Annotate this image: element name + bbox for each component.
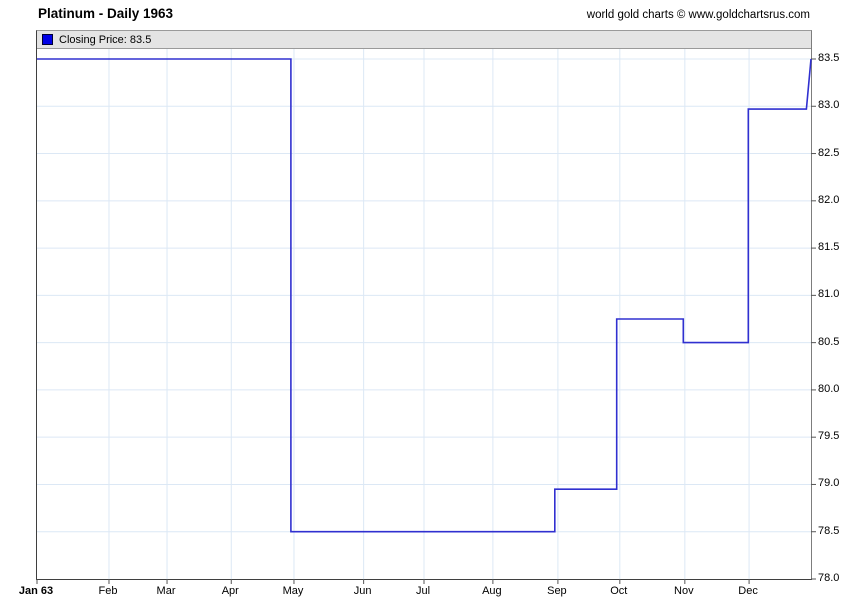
x-axis-tick-label: Nov [674,585,694,597]
x-axis-tick-label: Jan 63 [18,585,54,597]
y-axis-tick-label: 79.0 [818,477,840,490]
legend-label: Closing Price: 83.5 [59,33,152,46]
y-axis-tick-label: 79.5 [818,430,840,443]
price-line-chart [36,31,816,584]
x-axis-tick-label: Feb [98,585,118,597]
y-axis-tick-label: 81.5 [818,241,840,254]
closing-price-line [37,58,812,533]
y-axis-tick-label: 78.5 [818,524,840,537]
x-axis-tick-label: Mar [156,585,176,597]
y-axis-tick-label: 80.0 [818,382,840,395]
y-axis-tick-label: 82.0 [818,193,840,206]
x-axis-tick-label: May [282,585,304,597]
copyright-credit: world gold charts © www.goldchartsrus.co… [586,9,810,21]
x-axis-tick-label: Apr [221,585,239,597]
x-axis-tick-label: Aug [482,585,502,597]
legend: Closing Price: 83.5 [37,31,811,49]
legend-swatch-icon [42,34,53,45]
y-axis-tick-label: 82.5 [818,146,840,159]
y-axis-tick-label: 81.0 [818,288,840,301]
x-axis-tick-label: Jun [353,585,372,597]
y-axis-tick-label: 80.5 [818,335,840,348]
y-axis-tick-label: 78.0 [818,572,840,584]
plot-area: Closing Price: 83.5 [36,30,816,584]
x-axis-tick-label: Oct [610,585,628,597]
x-axis-tick-label: Sep [547,585,567,597]
x-axis-tick-label: Jul [415,585,431,597]
y-axis-tick-label: 83.5 [818,52,840,64]
chart-title: Platinum - Daily 1963 [38,6,174,21]
x-axis-tick-label: Dec [738,585,758,597]
y-axis-tick-label: 83.0 [818,99,840,112]
